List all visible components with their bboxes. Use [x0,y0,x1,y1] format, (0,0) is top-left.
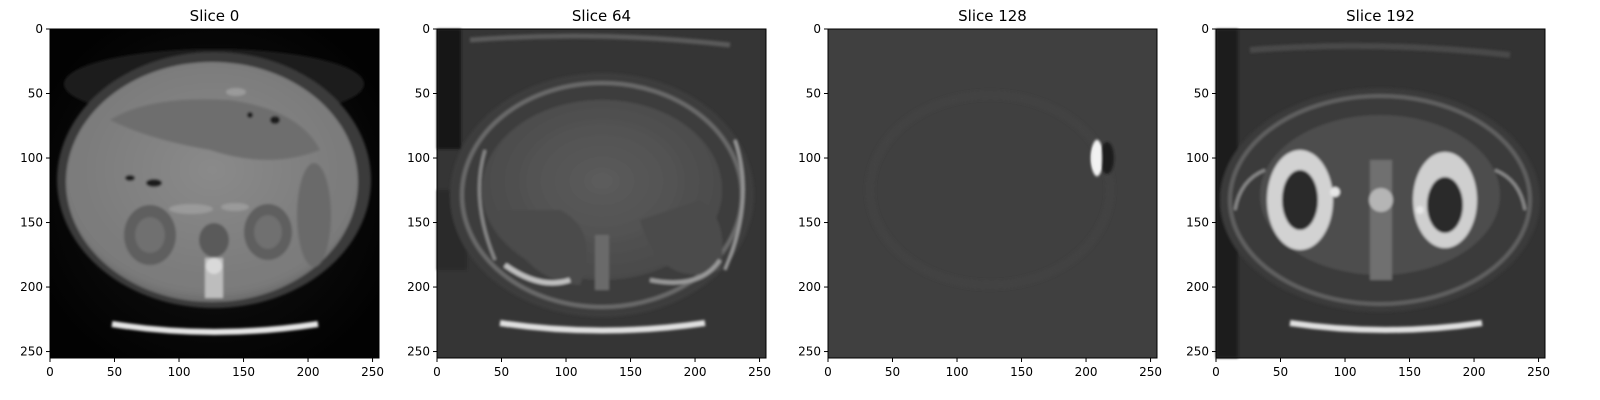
x-tick-label: 100 [1334,365,1357,379]
x-tick-label: 200 [1463,365,1486,379]
y-tick-label: 200 [20,280,43,294]
x-tick-label: 0 [46,365,54,379]
x-tick-label: 0 [433,365,441,379]
x-tick-label: 250 [1139,365,1162,379]
y-tick-label: 50 [806,87,821,101]
y-tick-label: 200 [1186,280,1209,294]
x-tick-label: 100 [946,365,969,379]
y-tick-label: 0 [422,22,430,36]
mri-image [828,29,1157,358]
y-tick-label: 100 [798,151,821,165]
y-tick-label: 100 [20,151,43,165]
x-tick-label: 150 [1398,365,1421,379]
x-tick-label: 50 [107,365,122,379]
panel-title: Slice 128 [958,7,1027,25]
y-tick-label: 50 [415,87,430,101]
y-tick-label: 250 [798,345,821,359]
axes-frame [1215,28,1546,359]
y-tick-label: 250 [20,345,43,359]
x-tick-label: 50 [1273,365,1288,379]
panel-title: Slice 192 [1346,7,1415,25]
y-tick-label: 0 [35,22,43,36]
x-tick-label: 200 [684,365,707,379]
axes-frame [49,28,380,359]
axes-frame [436,28,767,359]
y-tick-label: 150 [407,216,430,230]
y-tick-label: 150 [798,216,821,230]
panel-title: Slice 0 [190,7,240,25]
x-tick-label: 250 [748,365,771,379]
y-tick-label: 250 [1186,345,1209,359]
x-tick-label: 0 [1212,365,1220,379]
x-tick-label: 200 [297,365,320,379]
x-tick-label: 150 [619,365,642,379]
x-tick-label: 100 [555,365,578,379]
x-tick-label: 100 [168,365,191,379]
y-tick-label: 200 [407,280,430,294]
mri-image [1216,29,1545,358]
y-tick-label: 100 [1186,151,1209,165]
y-tick-label: 250 [407,345,430,359]
y-tick-label: 150 [20,216,43,230]
y-tick-label: 50 [1194,87,1209,101]
axes-frame [827,28,1158,359]
x-tick-label: 50 [885,365,900,379]
x-tick-label: 250 [361,365,384,379]
y-tick-label: 50 [28,87,43,101]
ct-image [50,29,379,358]
mri-image [437,29,766,358]
x-tick-label: 250 [1527,365,1550,379]
x-tick-label: 150 [1010,365,1033,379]
panel-slice-192: Slice 192 0 50 100 [1186,7,1550,379]
panel-slice-0: Slice 0 [20,7,384,379]
y-tick-label: 150 [1186,216,1209,230]
y-tick-label: 200 [798,280,821,294]
panel-title: Slice 64 [572,7,631,25]
x-tick-label: 50 [494,365,509,379]
y-tick-label: 0 [813,22,821,36]
x-tick-label: 0 [824,365,832,379]
y-tick-label: 100 [407,151,430,165]
x-tick-label: 150 [232,365,255,379]
y-tick-label: 0 [1201,22,1209,36]
x-tick-label: 200 [1075,365,1098,379]
